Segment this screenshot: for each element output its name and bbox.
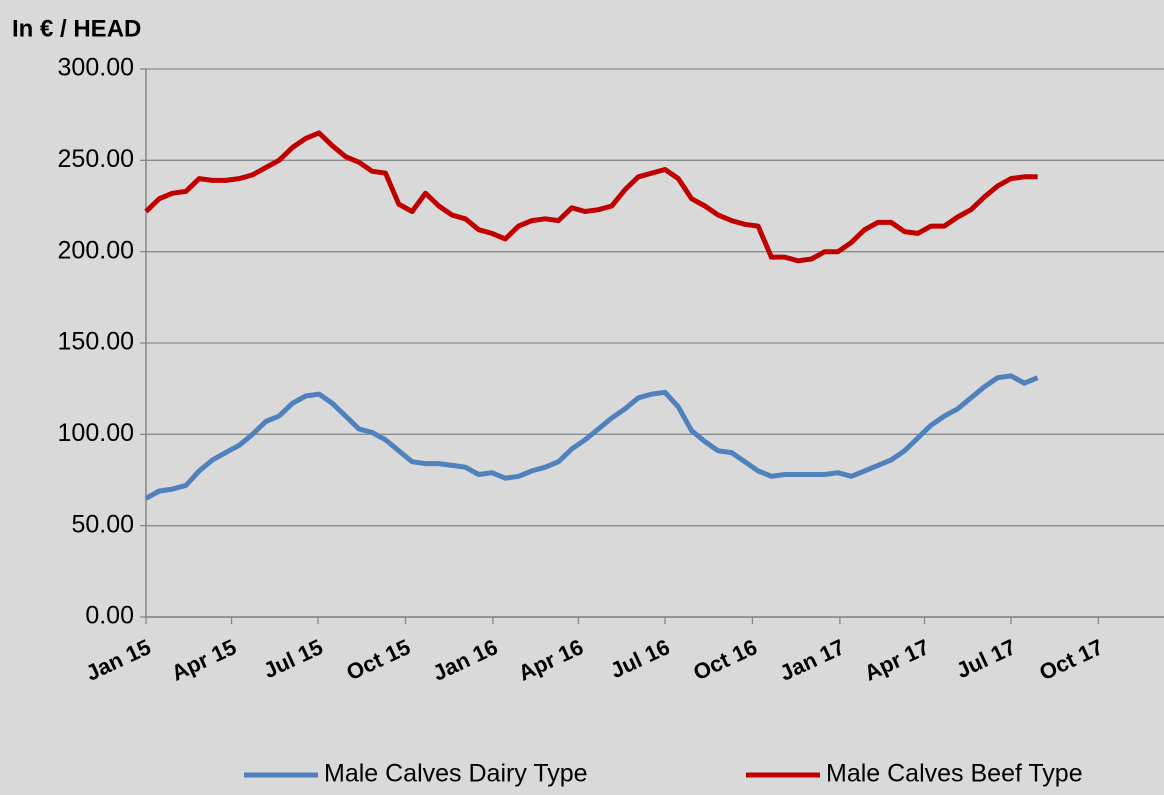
y-tick-label: 0.00 (85, 602, 134, 630)
series-line (144, 373, 1039, 501)
y-tick-label: 200.00 (58, 236, 134, 264)
series-line (144, 130, 1038, 264)
legend-label: Male Calves Dairy Type (324, 760, 588, 788)
y-tick-label: 250.00 (58, 145, 134, 173)
legend-label: Male Calves Beef Type (826, 760, 1083, 788)
y-tick-label: 150.00 (58, 328, 134, 356)
y-tick-label: 300.00 (58, 54, 134, 82)
y-tick-label: 50.00 (71, 510, 134, 538)
y-axis-label: In € / HEAD (12, 15, 141, 42)
y-tick-label: 100.00 (58, 419, 134, 447)
